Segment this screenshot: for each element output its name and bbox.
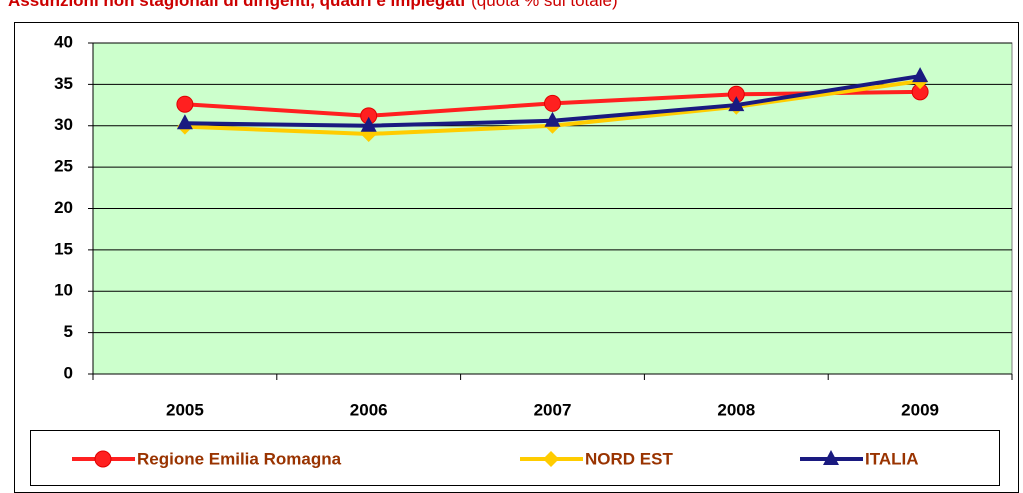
legend-label: ITALIA — [865, 449, 919, 468]
y-tick-label: 35 — [54, 74, 73, 93]
x-tick-label: 2008 — [717, 400, 755, 419]
marker — [544, 94, 561, 112]
legend-label: Regione Emilia Romagna — [137, 449, 342, 468]
marker — [543, 451, 559, 467]
legend-label: NORD EST — [585, 449, 673, 468]
marker — [360, 116, 377, 132]
marker — [823, 450, 839, 465]
chart-title-line: Assunzioni non stagionali di dirigenti, … — [8, 0, 618, 10]
y-tick-label: 5 — [64, 322, 73, 341]
x-tick-label: 2009 — [901, 400, 939, 419]
y-tick-label: 0 — [64, 363, 73, 382]
x-tick-label: 2006 — [350, 400, 388, 419]
marker — [360, 126, 377, 143]
y-tick-label: 15 — [54, 239, 73, 258]
marker — [728, 96, 745, 112]
marker — [94, 450, 112, 468]
y-tick-label: 20 — [54, 198, 73, 217]
chart-title: Assunzioni non stagionali di dirigenti, … — [8, 0, 465, 10]
x-tick-label: 2005 — [166, 400, 204, 419]
chart-subtitle: (quota % sul totale) — [471, 0, 617, 10]
marker — [544, 111, 561, 127]
marker — [912, 67, 929, 83]
y-tick-label: 25 — [54, 157, 73, 176]
marker — [176, 95, 194, 113]
y-tick-label: 30 — [54, 115, 73, 134]
x-tick-label: 2007 — [534, 400, 572, 419]
marker — [176, 114, 193, 130]
y-tick-label: 40 — [54, 32, 73, 51]
y-tick-label: 10 — [54, 281, 73, 300]
